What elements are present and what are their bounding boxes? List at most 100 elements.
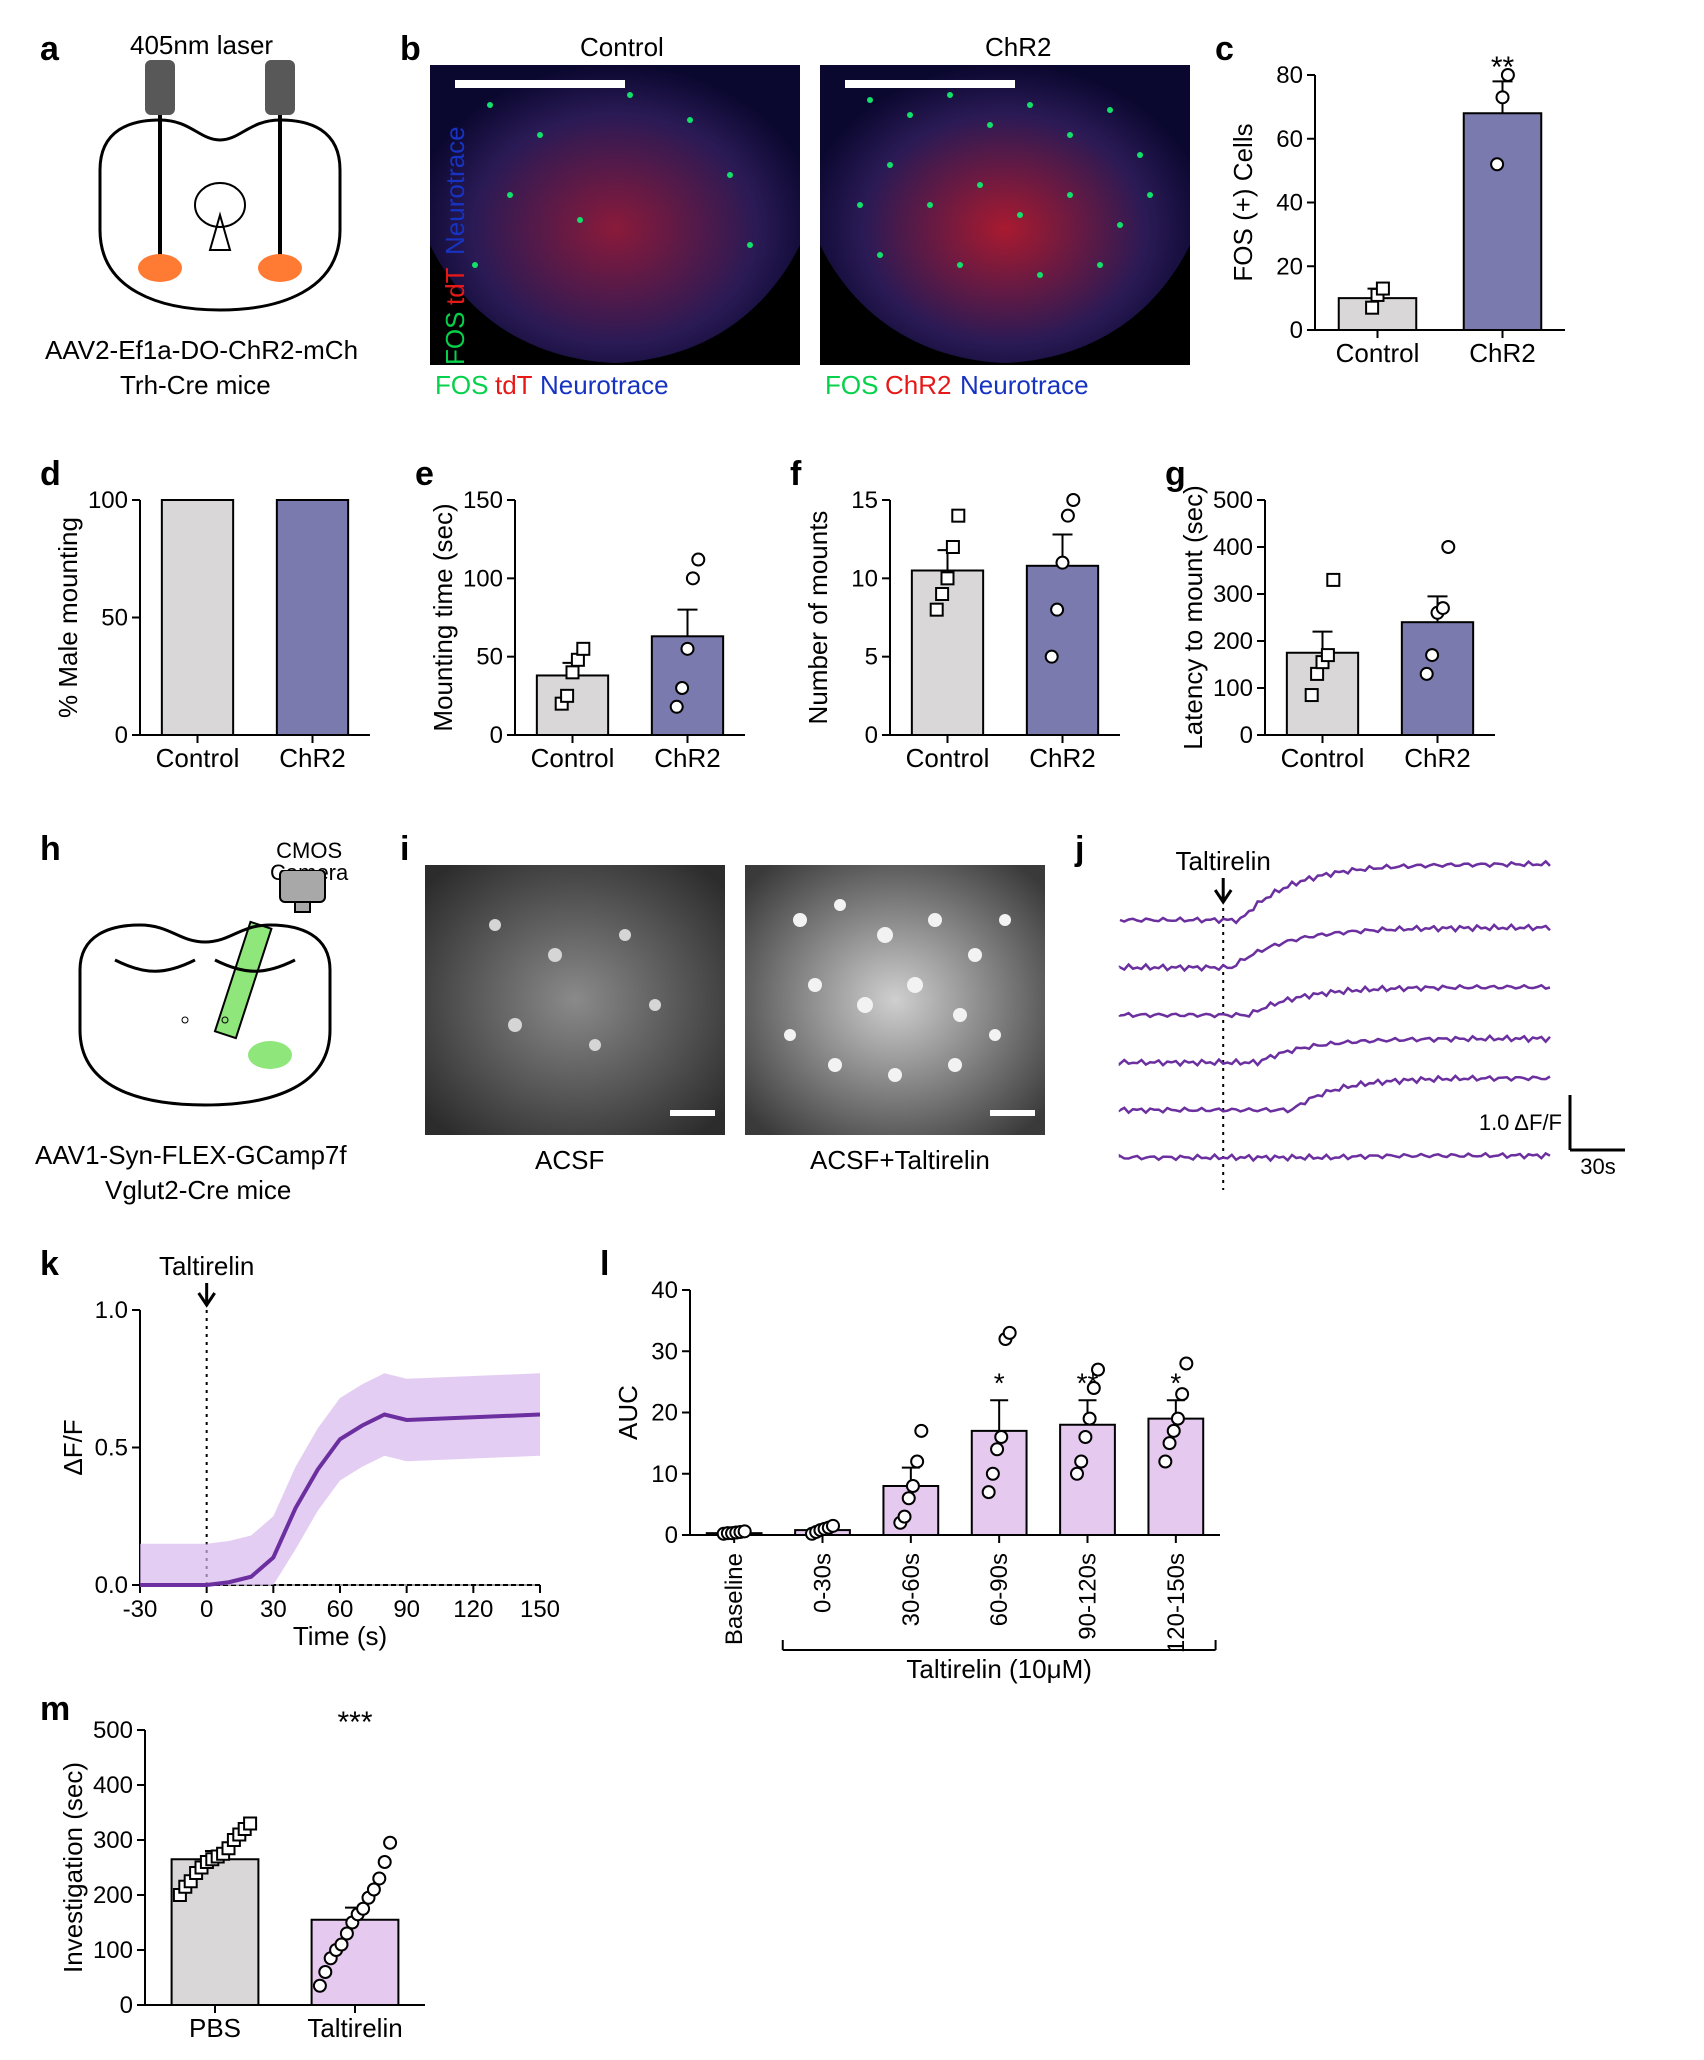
i-cap-right: ACSF+Taltirelin <box>810 1145 990 1176</box>
panel-label-h: h <box>40 830 61 869</box>
svg-text:Number of mounts: Number of mounts <box>805 511 833 725</box>
svg-text:400: 400 <box>1213 534 1253 561</box>
svg-text:*: * <box>1170 1367 1181 1398</box>
svg-text:Control: Control <box>531 743 615 773</box>
chart-k: 0.00.51.0-300306090120150ΔF/FTime (s)Tal… <box>60 1255 560 1655</box>
svg-text:150: 150 <box>520 1596 560 1623</box>
svg-text:0-30s: 0-30s <box>810 1553 837 1613</box>
svg-text:300: 300 <box>1213 581 1253 608</box>
svg-text:ChR2: ChR2 <box>1404 743 1470 773</box>
svg-text:20: 20 <box>1276 253 1303 280</box>
svg-text:*: * <box>994 1367 1005 1398</box>
svg-text:100: 100 <box>1213 675 1253 702</box>
mouse-a: Trh-Cre mice <box>120 370 271 401</box>
svg-text:50: 50 <box>476 644 503 671</box>
svg-text:Control: Control <box>906 743 990 773</box>
svg-text:0: 0 <box>1290 317 1303 344</box>
svg-text:30: 30 <box>651 1338 678 1365</box>
scalebar-b-right <box>845 80 1015 88</box>
svg-text:80: 80 <box>1276 62 1303 89</box>
virus-h: AAV1-Syn-FLEX-GCamp7f <box>35 1140 347 1171</box>
svg-text:90: 90 <box>393 1596 420 1623</box>
laser-label: 405nm laser <box>130 30 273 61</box>
svg-text:ChR2: ChR2 <box>279 743 345 773</box>
svg-text:Control: Control <box>156 743 240 773</box>
panel-label-l: l <box>600 1245 609 1284</box>
b-title-left: Control <box>580 32 664 63</box>
svg-text:Control: Control <box>1336 338 1420 368</box>
chart-d: 050100% Male mountingControlChR2 <box>55 470 385 790</box>
scalebar-b-left <box>455 80 625 88</box>
b-leg-r2: Neurotrace <box>960 370 1089 401</box>
scalebar-i-left <box>670 1110 715 1116</box>
micrograph-acsf <box>425 865 725 1135</box>
svg-text:100: 100 <box>463 565 503 592</box>
schematic-h <box>55 870 375 1140</box>
b-leg-l1: tdT <box>495 370 533 401</box>
micrograph-control <box>430 65 800 365</box>
b-leg-r0: FOS <box>825 370 878 401</box>
b-leg-l2: Neurotrace <box>540 370 669 401</box>
svg-text:20: 20 <box>651 1400 678 1427</box>
chart-l: 010203040AUCBaseline0-30s30-60s60-90s*90… <box>615 1260 1235 1690</box>
svg-text:FOS (+) Cells: FOS (+) Cells <box>1230 123 1258 281</box>
svg-text:Taltirelin: Taltirelin <box>1176 850 1271 876</box>
svg-text:ChR2: ChR2 <box>1029 743 1095 773</box>
svg-text:30s: 30s <box>1580 1154 1615 1179</box>
svg-text:0: 0 <box>200 1596 213 1623</box>
panel-label-k: k <box>40 1245 59 1284</box>
svg-text:0: 0 <box>120 1992 133 2019</box>
schematic-a <box>70 60 370 330</box>
svg-text:30: 30 <box>260 1596 287 1623</box>
svg-text:0.5: 0.5 <box>95 1435 128 1462</box>
svg-text:30-60s: 30-60s <box>898 1553 925 1626</box>
svg-text:50: 50 <box>101 605 128 632</box>
svg-text:5: 5 <box>865 644 878 671</box>
svg-text:PBS: PBS <box>189 2013 241 2043</box>
chart-c: 020406080FOS (+) CellsControlChR2** <box>1230 45 1580 385</box>
svg-text:0.0: 0.0 <box>95 1572 128 1599</box>
svg-text:**: ** <box>1491 51 1515 84</box>
svg-text:-30: -30 <box>123 1596 158 1623</box>
svg-text:400: 400 <box>93 1772 133 1799</box>
svg-text:15: 15 <box>851 487 878 514</box>
i-cap-left: ACSF <box>535 1145 604 1176</box>
svg-text:10: 10 <box>851 565 878 592</box>
svg-text:0: 0 <box>115 722 128 749</box>
panel-label-j: j <box>1075 830 1084 869</box>
svg-text:ChR2: ChR2 <box>1469 338 1535 368</box>
svg-text:***: *** <box>337 1706 372 1739</box>
panel-label-f: f <box>790 455 801 494</box>
svg-text:AUC: AUC <box>615 1385 643 1440</box>
svg-text:200: 200 <box>1213 628 1253 655</box>
svg-text:200: 200 <box>93 1882 133 1909</box>
svg-text:Taltirelin: Taltirelin <box>307 2013 402 2043</box>
figure-root: a 405nm laser AAV2-Ef1a-DO-ChR2-mCh Trh-… <box>0 0 1704 1920</box>
svg-text:100: 100 <box>93 1937 133 1964</box>
svg-text:ΔF/F: ΔF/F <box>60 1419 88 1475</box>
svg-text:0: 0 <box>490 722 503 749</box>
svg-text:Control: Control <box>1281 743 1365 773</box>
svg-text:Baseline: Baseline <box>721 1553 748 1645</box>
chart-m: 0100200300400500Investigation (sec)PBSTa… <box>60 1700 440 2060</box>
svg-text:1.0: 1.0 <box>95 1297 128 1324</box>
svg-text:Taltirelin (10μM): Taltirelin (10μM) <box>906 1654 1091 1684</box>
svg-text:Mounting time (sec): Mounting time (sec) <box>430 503 458 731</box>
svg-text:0: 0 <box>665 1522 678 1549</box>
micrograph-acsf-talt <box>745 865 1045 1135</box>
b-title-right: ChR2 <box>985 32 1051 63</box>
svg-text:60: 60 <box>327 1596 354 1623</box>
svg-text:**: ** <box>1077 1367 1099 1398</box>
panel-label-i: i <box>400 830 409 869</box>
svg-text:ChR2: ChR2 <box>654 743 720 773</box>
chart-g: 0100200300400500Latency to mount (sec)Co… <box>1180 470 1510 790</box>
mouse-h: Vglut2-Cre mice <box>105 1175 291 1206</box>
svg-text:500: 500 <box>1213 487 1253 514</box>
svg-text:Latency to mount (sec): Latency to mount (sec) <box>1180 485 1208 749</box>
svg-text:40: 40 <box>1276 190 1303 217</box>
chart-f: 051015Number of mountsControlChR2 <box>805 470 1135 790</box>
svg-text:120-150s: 120-150s <box>1163 1553 1190 1653</box>
svg-text:Time (s): Time (s) <box>293 1621 387 1651</box>
svg-text:40: 40 <box>651 1277 678 1304</box>
svg-text:500: 500 <box>93 1717 133 1744</box>
